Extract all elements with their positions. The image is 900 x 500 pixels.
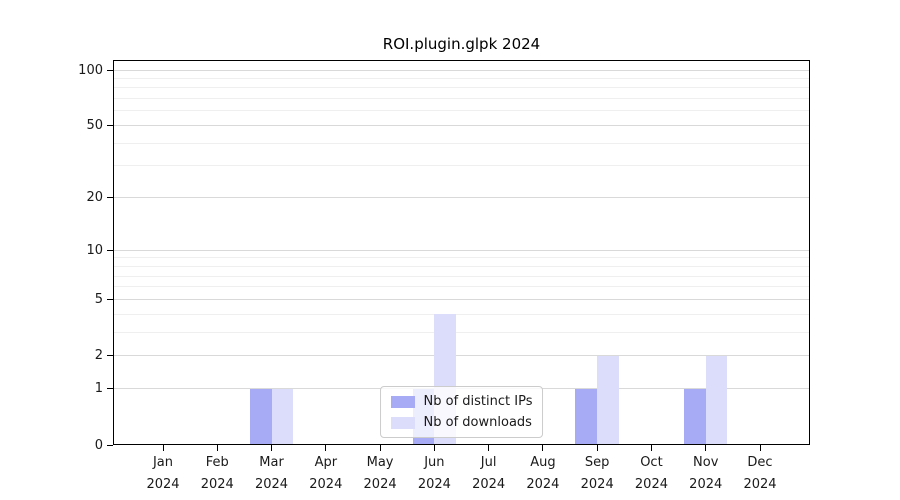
- x-tick-month-aug: Aug: [530, 455, 556, 470]
- x-tick-may: [379, 445, 381, 451]
- gridline-minor-80: [113, 87, 810, 89]
- x-tick-label-jan: Jan 2024: [127, 452, 199, 496]
- gridline-major-10: [113, 249, 810, 251]
- plot-area: Nb of distinct IPs Nb of downloads: [113, 60, 810, 445]
- x-tick-label-jul: Jul 2024: [453, 452, 525, 496]
- x-tick-month-oct: Oct: [640, 455, 663, 470]
- bar-nb-of-downloads-nov: [705, 355, 728, 445]
- x-tick-month-apr: Apr: [314, 455, 338, 470]
- x-tick-apr: [325, 445, 327, 451]
- x-tick-month-mar: Mar: [259, 455, 284, 470]
- legend-item-distinct-ips: Nb of distinct IPs: [390, 394, 533, 409]
- legend-swatch-downloads: [390, 416, 415, 429]
- legend: Nb of distinct IPs Nb of downloads: [379, 386, 544, 438]
- x-tick-label-apr: Apr 2024: [290, 452, 362, 496]
- x-tick-year-aug: 2024: [526, 477, 560, 492]
- x-tick-label-may: May 2024: [344, 452, 416, 496]
- y-tick-label-0: 0: [94, 437, 103, 453]
- x-tick-year-mar: 2024: [254, 477, 289, 492]
- x-tick-sep: [596, 445, 598, 451]
- bar-nb-of-downloads-mar: [271, 388, 294, 445]
- x-tick-label-feb: Feb 2024: [181, 452, 253, 496]
- y-tick-5: [107, 298, 113, 300]
- gridline-minor-6: [113, 286, 810, 288]
- gridline-minor-90: [113, 77, 810, 79]
- y-tick-label-1: 1: [94, 381, 103, 397]
- y-tick-label-50: 50: [86, 118, 103, 134]
- x-tick-year-nov: 2024: [689, 477, 723, 492]
- x-tick-year-jan: 2024: [146, 477, 180, 492]
- y-tick-label-20: 20: [86, 190, 103, 206]
- x-tick-label-mar: Mar 2024: [236, 452, 308, 496]
- x-tick-year-may: 2024: [363, 477, 397, 492]
- y-tick-20: [107, 197, 113, 199]
- y-tick-0: [107, 444, 113, 446]
- x-tick-label-oct: Oct 2024: [615, 452, 687, 496]
- x-tick-month-jun: Jun: [424, 455, 445, 470]
- y-tick-50: [107, 125, 113, 127]
- legend-swatch-distinct-ips: [390, 395, 415, 408]
- gridline-major-50: [113, 125, 810, 127]
- y-tick-1: [107, 388, 113, 390]
- x-tick-label-sep: Sep 2024: [561, 452, 633, 496]
- y-tick-label-5: 5: [94, 291, 103, 307]
- x-tick-month-sep: Sep: [584, 455, 610, 470]
- x-tick-nov: [705, 445, 707, 451]
- x-tick-year-feb: 2024: [200, 477, 234, 492]
- gridline-minor-30: [113, 165, 810, 167]
- x-tick-aug: [542, 445, 544, 451]
- y-tick-10: [107, 249, 113, 251]
- x-tick-oct: [650, 445, 652, 451]
- x-tick-year-apr: 2024: [309, 477, 343, 492]
- bar-nb-of-downloads-sep: [597, 355, 619, 445]
- x-tick-feb: [216, 445, 218, 451]
- gridline-minor-40: [113, 142, 810, 144]
- y-tick-label-10: 10: [86, 242, 103, 258]
- bar-layer: [113, 60, 810, 445]
- x-tick-jul: [488, 445, 490, 451]
- x-tick-month-feb: Feb: [205, 455, 229, 470]
- gridline-major-20: [113, 197, 810, 199]
- legend-item-downloads: Nb of downloads: [390, 415, 533, 430]
- chart-title: ROI.plugin.glpk 2024: [382, 35, 541, 53]
- x-tick-year-oct: 2024: [634, 477, 668, 492]
- y-tick-label-100: 100: [78, 62, 103, 78]
- gridline-minor-8: [113, 265, 810, 267]
- x-tick-year-dec: 2024: [743, 477, 777, 492]
- x-tick-label-nov: Nov 2024: [670, 452, 742, 496]
- y-tick-2: [107, 355, 113, 357]
- x-tick-month-jan: Jan: [152, 455, 174, 470]
- bar-nb-of-distinct-ips-mar: [249, 388, 272, 445]
- gridline-minor-70: [113, 98, 810, 100]
- x-tick-month-may: May: [366, 455, 394, 470]
- gridline-major-2: [113, 355, 810, 357]
- bar-nb-of-distinct-ips-sep: [575, 388, 598, 445]
- gridline-minor-60: [113, 110, 810, 112]
- gridline-minor-7: [113, 275, 810, 277]
- legend-label-distinct-ips: Nb of distinct IPs: [423, 394, 533, 409]
- x-tick-label-jun: Jun 2024: [398, 452, 470, 496]
- x-tick-year-sep: 2024: [580, 477, 614, 492]
- y-tick-label-2: 2: [94, 348, 103, 364]
- x-tick-label-aug: Aug 2024: [507, 452, 579, 496]
- y-tick-100: [107, 69, 113, 71]
- x-tick-month-jul: Jul: [480, 455, 497, 470]
- x-tick-jun: [433, 445, 435, 451]
- gridline-major-100: [113, 69, 810, 71]
- gridline-minor-9: [113, 257, 810, 259]
- x-tick-month-dec: Dec: [747, 455, 773, 470]
- gridline-minor-4: [113, 313, 810, 315]
- x-tick-year-jun: 2024: [417, 477, 451, 492]
- bar-nb-of-distinct-ips-nov: [684, 388, 706, 445]
- gridline-minor-3: [113, 331, 810, 333]
- x-tick-year-jul: 2024: [472, 477, 506, 492]
- x-tick-dec: [759, 445, 761, 451]
- x-tick-month-nov: Nov: [693, 455, 719, 470]
- x-tick-label-dec: Dec 2024: [724, 452, 796, 496]
- legend-label-downloads: Nb of downloads: [423, 415, 532, 430]
- gridline-major-5: [113, 298, 810, 300]
- x-tick-mar: [271, 445, 273, 451]
- x-tick-jan: [162, 445, 164, 451]
